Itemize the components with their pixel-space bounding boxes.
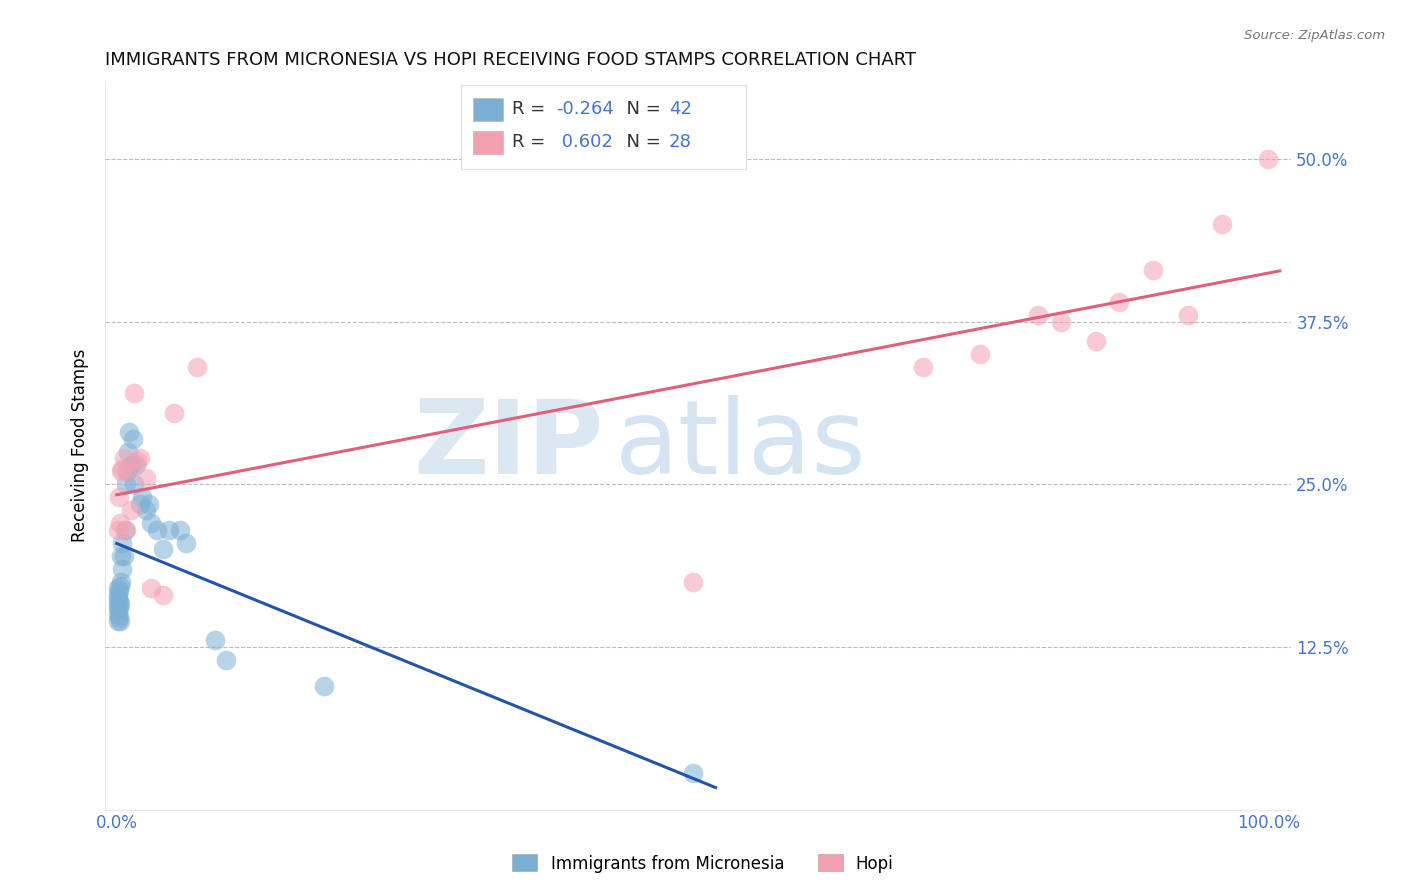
Point [120,458,142,472]
Point [120,503,142,517]
Text: N =: N = [616,100,666,118]
Point [110,574,132,589]
Point [141,582,163,596]
Point [186,360,208,375]
Text: R =: R = [512,133,551,151]
Point [312,679,335,693]
Point [138,497,160,511]
Point [111,536,134,550]
Point [1257,153,1279,167]
Point [115,523,138,537]
Point [128,497,150,511]
Point [112,451,135,466]
Point [107,523,129,537]
Point [110,465,132,479]
Point [122,386,145,401]
Point [114,523,136,537]
Point [682,574,704,589]
Point [1177,309,1199,323]
Point [682,766,704,780]
Point [108,491,131,505]
Point [157,523,180,537]
Text: 28: 28 [669,133,692,151]
Point [107,601,129,615]
Point [127,454,149,468]
Point [1084,334,1107,349]
Point [141,516,163,531]
Point [107,597,129,611]
Text: atlas: atlas [616,395,868,496]
Bar [472,98,502,121]
Point [118,425,141,440]
Point [1108,295,1130,310]
Point [125,458,148,472]
Legend: Immigrants from Micronesia, Hopi: Immigrants from Micronesia, Hopi [506,847,900,880]
Point [1211,218,1233,232]
Point [204,633,226,648]
Point [1142,263,1164,277]
Point [107,614,129,628]
Point [108,601,131,615]
Point [108,610,131,624]
Point [169,523,191,537]
Point [108,597,131,611]
Point [107,582,129,596]
Point [107,607,129,622]
Point [969,347,991,361]
Text: R =: R = [512,100,551,118]
Bar [461,85,745,169]
Point [1050,315,1073,329]
Point [215,653,238,667]
Point [115,477,138,491]
Point [111,562,134,576]
Point [128,451,150,466]
Point [152,588,174,602]
Text: 42: 42 [669,100,692,118]
Point [174,536,197,550]
Point [108,614,131,628]
Point [1026,309,1049,323]
Point [110,549,132,563]
Point [111,462,134,476]
Point [108,579,131,593]
Point [152,542,174,557]
Point [112,549,135,563]
Point [122,477,145,491]
Text: N =: N = [616,133,666,151]
Point [115,465,138,479]
Y-axis label: Receiving Food Stamps: Receiving Food Stamps [72,349,89,542]
Point [911,360,934,375]
Bar [472,131,502,154]
Point [163,406,186,420]
Text: IMMIGRANTS FROM MICRONESIA VS HOPI RECEIVING FOOD STAMPS CORRELATION CHART: IMMIGRANTS FROM MICRONESIA VS HOPI RECEI… [105,51,917,69]
Text: Source: ZipAtlas.com: Source: ZipAtlas.com [1244,29,1385,42]
Point [131,491,153,505]
Point [134,503,156,517]
Text: ZIP: ZIP [413,395,603,496]
Point [146,523,169,537]
Point [117,445,139,459]
Point [117,465,139,479]
Point [107,591,129,606]
Point [108,516,131,531]
Text: 0.602: 0.602 [555,133,613,151]
Point [108,594,131,608]
Point [107,588,129,602]
Point [108,584,131,599]
Point [134,471,156,485]
Point [121,432,143,446]
Text: -0.264: -0.264 [555,100,614,118]
